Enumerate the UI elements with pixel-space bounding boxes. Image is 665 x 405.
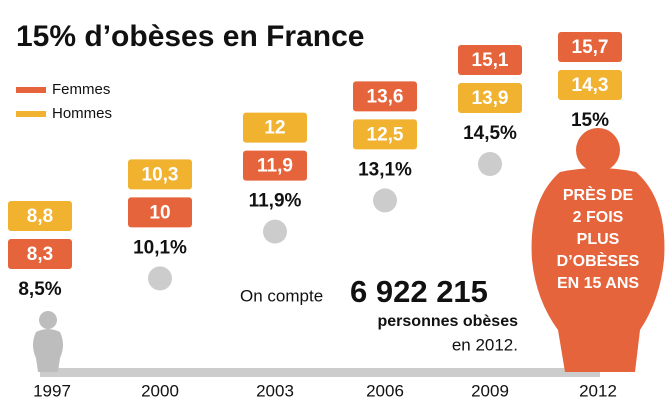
- annotation: 6 922 215: [350, 274, 488, 309]
- data-label: 10,1%: [133, 237, 187, 258]
- x-tick-label: 1997: [33, 381, 71, 400]
- data-label: 15%: [571, 110, 609, 131]
- box-label: 15,7: [572, 37, 609, 58]
- data-label: 13,1%: [358, 159, 412, 180]
- legend-swatch: [16, 111, 46, 117]
- value-box: [128, 159, 192, 190]
- value-box: [243, 112, 307, 143]
- callout-text: D’OBÈSES: [557, 251, 640, 270]
- data-label: 11,9%: [249, 191, 302, 212]
- value-box: [558, 70, 622, 100]
- value-box: [353, 119, 417, 150]
- box-label: 8,3: [27, 244, 53, 265]
- box-label: 8,8: [27, 206, 53, 227]
- box-label: 10: [149, 202, 170, 223]
- box-label: 14,3: [572, 75, 609, 96]
- legend-label: Femmes: [52, 81, 110, 98]
- box-label: 12: [264, 118, 285, 139]
- value-box: [458, 45, 522, 75]
- baseline: [40, 368, 600, 377]
- value-box: [8, 239, 72, 269]
- value-box: [353, 81, 417, 112]
- box-label: 13,6: [367, 86, 404, 107]
- callout-text: EN 15 ANS: [557, 275, 639, 292]
- annotation: en 2012.: [452, 335, 518, 354]
- x-tick-label: 2006: [366, 381, 404, 400]
- value-box: [243, 150, 307, 181]
- x-tick-label: 2003: [256, 381, 294, 400]
- point: [373, 188, 397, 213]
- chart-title: 15% d’obèses en France: [16, 20, 365, 53]
- annotation: On compte: [240, 286, 323, 305]
- point: [478, 152, 502, 176]
- legend-swatch: [16, 87, 46, 93]
- big-person: [531, 128, 665, 372]
- point: [148, 266, 172, 291]
- legend-label: Hommes: [52, 105, 112, 122]
- x-tick-label: 2000: [141, 381, 179, 400]
- box-label: 11,9: [257, 156, 293, 177]
- callout-text: PLUS: [577, 231, 620, 248]
- value-box: [128, 197, 192, 228]
- value-box: [8, 201, 72, 231]
- annotation: personnes obèses: [378, 313, 519, 330]
- value-box: [558, 32, 622, 62]
- box-label: 12,5: [367, 124, 404, 145]
- box-label: 13,9: [472, 88, 509, 109]
- point: [263, 219, 287, 244]
- small-person: [33, 311, 63, 372]
- callout-text: 2 FOIS: [573, 209, 624, 226]
- x-tick-label: 2012: [579, 381, 617, 400]
- data-label: 8,5%: [18, 279, 61, 300]
- data-label: 14,5%: [463, 123, 517, 144]
- x-tick-label: 2009: [471, 381, 509, 400]
- box-label: 15,1: [472, 50, 509, 71]
- callout-text: PRÈS DE: [563, 185, 634, 204]
- value-box: [458, 83, 522, 113]
- box-label: 10,3: [142, 164, 179, 185]
